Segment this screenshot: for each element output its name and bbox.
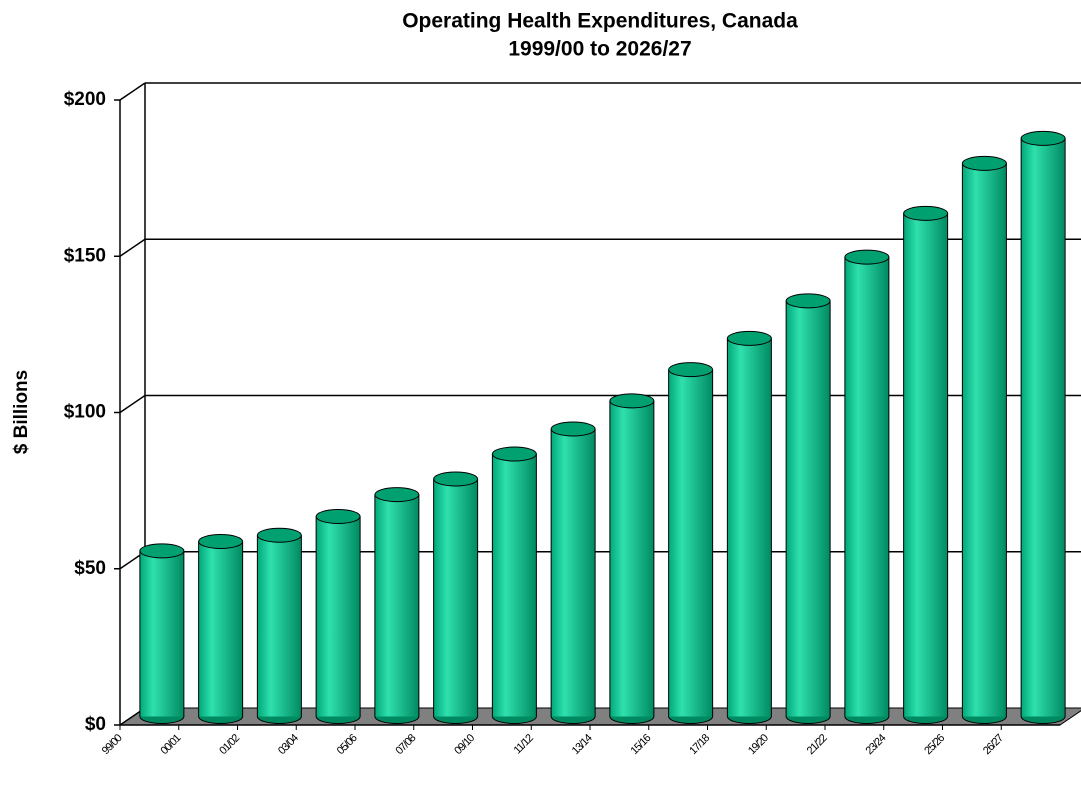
- bar-top: [726, 330, 772, 346]
- x-tick-label: 15/16: [629, 732, 654, 757]
- bar-top: [374, 487, 420, 503]
- bar-group: [315, 509, 361, 724]
- bar-group: [609, 393, 655, 724]
- bar: [668, 369, 713, 717]
- side-grid-line: [119, 394, 146, 414]
- bar-top: [315, 509, 361, 524]
- bar: [727, 338, 772, 717]
- bar-group: [961, 155, 1007, 724]
- side-grid-line: [119, 238, 146, 257]
- bar-group: [433, 471, 479, 724]
- x-tick-label: 19/20: [746, 732, 771, 757]
- bar-top: [256, 527, 302, 543]
- bar: [962, 163, 1007, 717]
- bar-group: [1020, 130, 1066, 724]
- bar: [433, 479, 478, 717]
- bar-group: [198, 534, 244, 724]
- x-tick-label: 11/12: [512, 732, 536, 756]
- bar: [844, 257, 889, 717]
- bar-top: [1020, 130, 1066, 146]
- bar-top: [961, 155, 1007, 171]
- x-tick-label: 05/06: [335, 732, 360, 757]
- bar-group: [374, 487, 420, 724]
- bar: [786, 300, 831, 717]
- bar-top: [491, 446, 537, 462]
- bar-group: [668, 362, 714, 724]
- chart-title: Operating Health Expenditures, Canada: [402, 10, 798, 33]
- bar-top: [609, 393, 655, 409]
- bar-group: [139, 543, 185, 724]
- y-axis-label: $ Billions: [11, 370, 32, 454]
- bar: [139, 550, 184, 717]
- bar-top: [433, 471, 479, 487]
- bar-top: [844, 249, 890, 265]
- y-tick-label: $100: [64, 402, 106, 423]
- bar: [551, 429, 596, 717]
- chart-subtitle: 1999/00 to 2026/27: [508, 38, 691, 61]
- x-tick-label: 99/00: [100, 732, 125, 757]
- y-tick-label: $50: [74, 558, 106, 579]
- x-tick-label: 00/01: [159, 732, 184, 757]
- side-grid-line: [119, 82, 146, 101]
- x-tick-label: 26/27: [981, 732, 1006, 757]
- bar-top: [903, 205, 949, 221]
- bar: [492, 454, 537, 717]
- bar-group: [844, 249, 890, 724]
- bar-group: [726, 330, 772, 724]
- x-tick-label: 03/04: [276, 732, 301, 757]
- bar-group: [903, 205, 949, 724]
- x-tick-label: 21/22: [805, 732, 830, 757]
- bar: [1021, 138, 1066, 717]
- y-tick-label: $150: [64, 245, 106, 266]
- x-tick-label: 13/14: [570, 732, 595, 757]
- bar-top: [668, 362, 714, 378]
- bar-top: [785, 293, 831, 309]
- bar-group: [491, 446, 537, 724]
- bar: [257, 535, 302, 717]
- bar: [316, 516, 361, 717]
- bar: [198, 541, 243, 717]
- x-tick-label: 01/02: [217, 732, 242, 757]
- bar: [903, 213, 948, 717]
- x-tick-label: 09/10: [452, 732, 477, 757]
- bar-group: [785, 293, 831, 724]
- y-tick-label: $200: [64, 89, 106, 110]
- x-tick-label: 07/08: [394, 732, 419, 757]
- bar-top: [550, 421, 596, 437]
- y-tick-label: $0: [85, 714, 106, 735]
- x-tick-label: 23/24: [864, 732, 889, 757]
- x-tick-label: 17/18: [687, 732, 712, 757]
- bar-top: [139, 543, 185, 559]
- bar: [609, 400, 654, 717]
- x-tick-label: 25/26: [922, 732, 947, 757]
- bar-group: [550, 421, 596, 724]
- bar-top: [198, 534, 244, 549]
- bar: [374, 494, 419, 717]
- bar-group: [256, 527, 302, 724]
